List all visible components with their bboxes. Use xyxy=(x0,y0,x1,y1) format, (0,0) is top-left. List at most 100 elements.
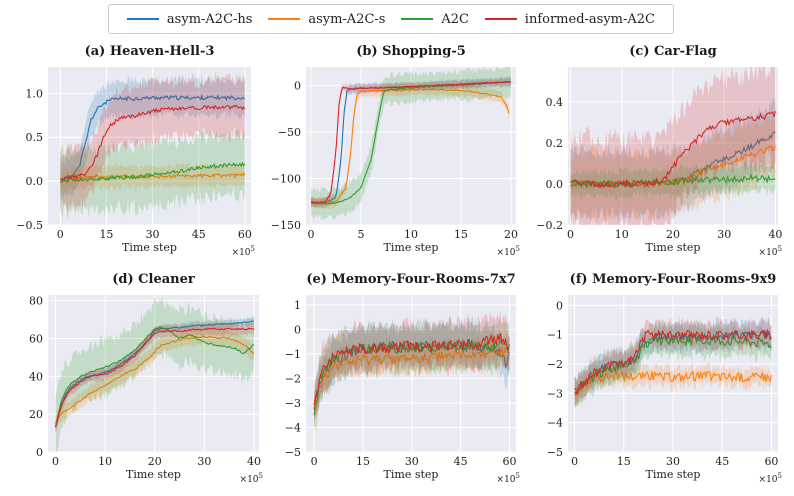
series-band-A2C xyxy=(574,317,772,411)
series-line-A2C xyxy=(570,173,776,189)
series-band-asym-A2C-hs xyxy=(570,98,776,224)
x-tick-label: 0 xyxy=(308,228,315,241)
panel-title: (b) Shopping-5 xyxy=(356,44,466,59)
x-tick-label: 45 xyxy=(715,455,729,468)
plot-background xyxy=(48,295,259,452)
panel-3: 0 10 20 30 40 −0.2 0.0 0.2 0.4 (c) Car-Flag Time s… xyxy=(536,44,782,258)
y-tick-label: 0 xyxy=(556,299,563,312)
y-tick-label: 0.2 xyxy=(546,137,564,150)
y-tick-label: −3 xyxy=(547,387,563,400)
y-tick-label: −0.5 xyxy=(16,219,43,232)
series-line-informed-asym-A2C xyxy=(54,327,255,428)
panel-5: 0 15 30 45 60 −5 −4 −3 −2 −1 0 1 (e) Memory-Four-Roo… xyxy=(285,272,520,485)
legend-label: A2C xyxy=(441,11,469,27)
y-tick-label: −5 xyxy=(285,446,301,459)
plot-area xyxy=(570,67,776,225)
legend-item-a2c: A2C xyxy=(401,12,469,27)
x-tick-label: 40 xyxy=(247,455,261,468)
panel-title: (a) Heaven-Hell-3 xyxy=(85,44,215,59)
y-tick-label: −3 xyxy=(285,397,301,410)
series-line-asym-A2C-s xyxy=(54,335,255,424)
y-tick-label: 0 xyxy=(294,80,301,93)
x-tick-label: 20 xyxy=(148,455,162,468)
y-tick-label: 20 xyxy=(29,408,43,421)
series-band-asym-A2C-s xyxy=(314,329,510,425)
x-tick-label: 60 xyxy=(502,455,516,468)
plot-area xyxy=(310,67,512,221)
legend-label: asym-A2C-hs xyxy=(166,11,253,27)
series-band-informed-asym-A2C xyxy=(311,77,511,207)
x-tick-label: 30 xyxy=(146,228,160,241)
series-line-A2C xyxy=(310,80,512,205)
y-tick-label: −5 xyxy=(547,446,563,459)
legend: asym-A2C-hs asym-A2C-s A2C informed-asym… xyxy=(108,4,674,34)
y-tick-label: −100 xyxy=(271,173,301,186)
y-tick-label: 80 xyxy=(29,295,43,308)
x-axis-label: Time step xyxy=(384,468,439,481)
y-tick-label: −2 xyxy=(285,372,301,385)
x-axis-label: Time step xyxy=(122,241,177,254)
x-tick-label: 30 xyxy=(405,455,419,468)
series-band-informed-asym-A2C xyxy=(570,67,776,225)
y-tick-label: 0.0 xyxy=(546,178,564,191)
x-axis-label: Time step xyxy=(646,468,701,481)
series-band-A2C xyxy=(60,127,245,220)
legend-item-asym-a2c-s: asym-A2C-s xyxy=(268,12,385,27)
series-line-informed-asym-A2C xyxy=(313,333,510,405)
y-tick-label: 0 xyxy=(294,323,301,336)
x-tick-label: 0 xyxy=(52,455,59,468)
series-line-asym-A2C-hs xyxy=(313,339,510,410)
series-band-A2C xyxy=(570,159,776,201)
x-tick-label: 10 xyxy=(615,228,629,241)
x-axis-label: Time step xyxy=(126,468,181,481)
x-tick-label: 0 xyxy=(567,228,574,241)
x-tick-label: 45 xyxy=(192,228,206,241)
series-band-A2C xyxy=(55,296,254,452)
x-tick-label: 15 xyxy=(454,228,468,241)
series-band-informed-asym-A2C xyxy=(55,321,255,434)
series-line-informed-asym-A2C xyxy=(60,104,246,181)
y-tick-label: −4 xyxy=(547,417,563,430)
x-tick-label: 30 xyxy=(197,455,211,468)
x-tick-label: 60 xyxy=(238,228,252,241)
panel-1: 0 15 30 45 60 −0.5 0.0 0.5 1.0 (a) Heaven-Hell-3 T… xyxy=(16,44,255,258)
legend-item-asym-a2c-hs: asym-A2C-hs xyxy=(126,11,253,27)
legend-item-informed-asym-a2c: informed-asym-A2C xyxy=(484,11,656,27)
series-band-A2C xyxy=(311,67,511,221)
x-tick-label: 10 xyxy=(98,455,112,468)
x-tick-label: 15 xyxy=(99,228,113,241)
y-tick-label: −2 xyxy=(547,358,563,371)
x-tick-label: 30 xyxy=(717,228,731,241)
y-tick-label: 1.0 xyxy=(26,87,44,100)
x-axis-multiplier: ×105 xyxy=(759,245,782,258)
x-tick-label: 15 xyxy=(617,455,631,468)
x-axis-multiplier: ×105 xyxy=(497,245,520,258)
legend-swatch xyxy=(268,18,301,20)
x-tick-label: 0 xyxy=(571,455,578,468)
x-tick-label: 30 xyxy=(666,455,680,468)
legend-swatch xyxy=(126,18,159,20)
panel-6: 0 15 30 45 60 −5 −4 −3 −2 −1 0 (f) Memory-Four-Room… xyxy=(547,272,782,485)
panel-2: 0 5 10 15 20 −150 −100 −50 0 (b) Shopping-5 Time s… xyxy=(271,44,520,258)
x-axis-multiplier: ×105 xyxy=(759,472,782,485)
x-tick-label: 10 xyxy=(404,228,418,241)
y-tick-label: −4 xyxy=(285,421,301,434)
x-tick-label: 0 xyxy=(57,228,64,241)
legend-label: informed-asym-A2C xyxy=(524,11,656,27)
x-tick-label: 45 xyxy=(454,455,468,468)
legend-swatch xyxy=(484,18,517,20)
y-tick-label: −1 xyxy=(547,329,563,342)
x-tick-label: 20 xyxy=(504,228,518,241)
legend-swatch xyxy=(401,18,434,20)
y-tick-label: −0.2 xyxy=(536,219,563,232)
x-axis-label: Time step xyxy=(646,241,701,254)
y-tick-label: −1 xyxy=(285,348,301,361)
series-line-A2C xyxy=(313,340,511,416)
x-tick-label: 40 xyxy=(768,228,782,241)
series-band-informed-asym-A2C xyxy=(60,70,245,213)
panel-title: (f) Memory-Four-Rooms-9x9 xyxy=(570,272,777,287)
series-band-asym-A2C-s xyxy=(55,327,255,431)
x-axis-multiplier: ×105 xyxy=(232,245,255,258)
y-tick-label: 0.0 xyxy=(26,175,44,188)
